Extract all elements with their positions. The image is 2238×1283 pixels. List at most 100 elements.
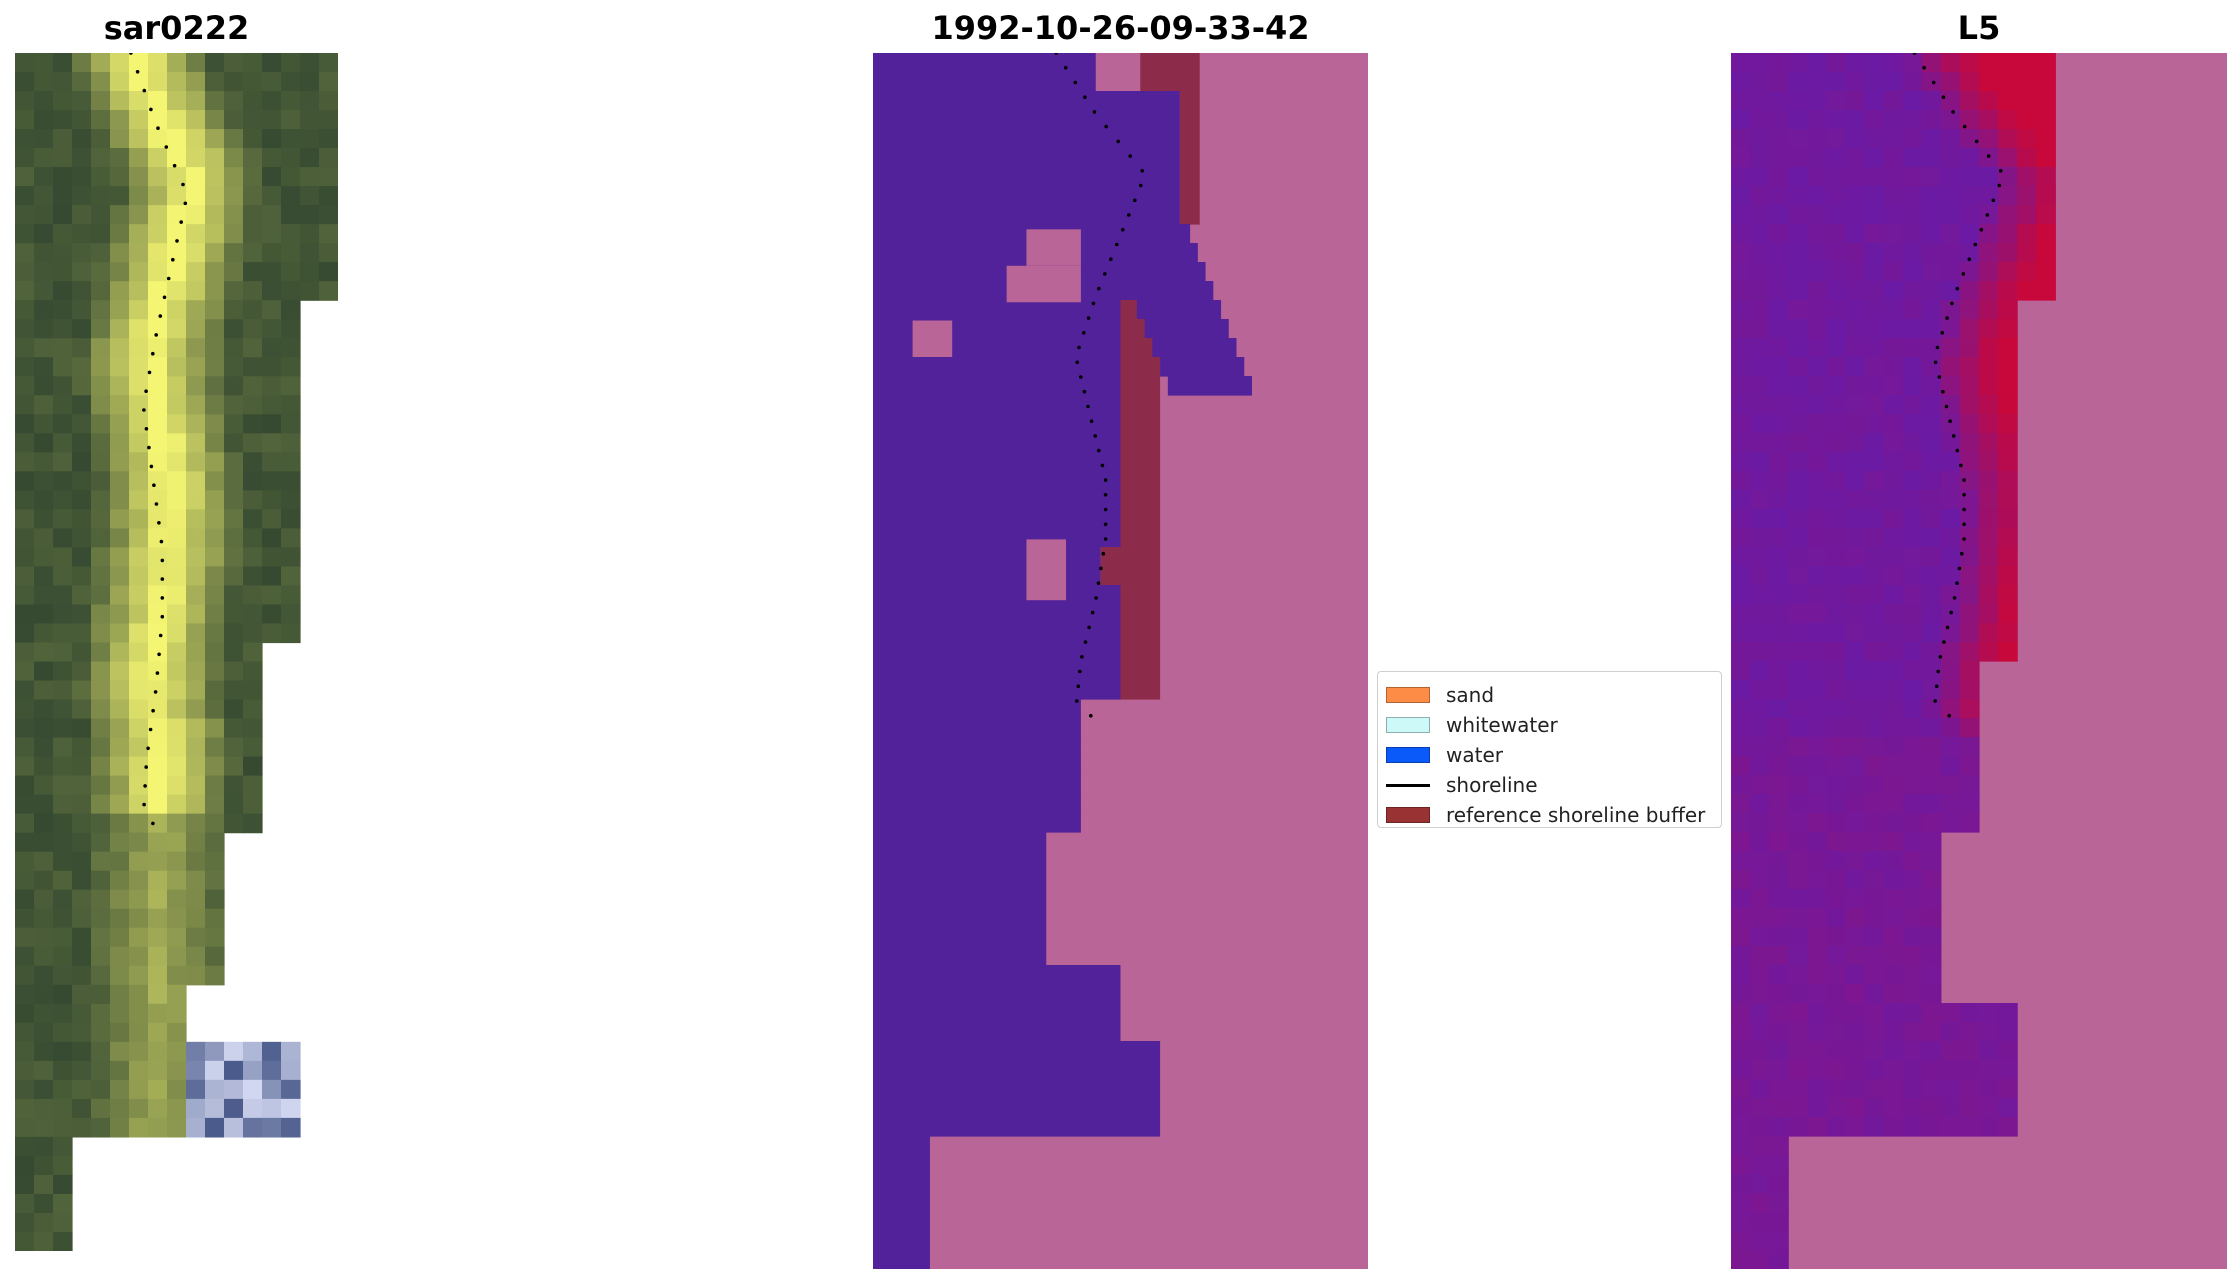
index-pixel (1959, 566, 1980, 586)
index-pixel (1807, 1022, 1827, 1042)
index-pixel (1845, 775, 1866, 795)
shoreline-point (156, 126, 160, 130)
shoreline-point (1959, 463, 1963, 468)
image-pixel (53, 851, 73, 872)
image-pixel (91, 281, 111, 301)
image-pixel (53, 794, 73, 815)
image-pixel (205, 53, 225, 73)
index-pixel (1902, 813, 1923, 833)
index-pixel (1902, 927, 1923, 947)
image-pixel (129, 927, 149, 948)
shoreline-point (1082, 331, 1086, 335)
classification-map-panel (873, 53, 1368, 1269)
index-pixel (1959, 91, 1980, 111)
image-pixel (148, 737, 168, 758)
image-pixel (34, 794, 54, 815)
image-pixel (34, 680, 54, 701)
index-pixel (1807, 1003, 1827, 1023)
image-pixel (72, 281, 92, 301)
shoreline-point (1986, 154, 1991, 158)
index-pixel (1921, 623, 1942, 643)
index-pixel (1864, 148, 1885, 168)
image-pixel (53, 604, 73, 625)
image-pixel (224, 243, 244, 263)
image-pixel (186, 395, 206, 415)
index-pixel (1902, 984, 1923, 1004)
index-pixel (1731, 832, 1751, 852)
index-pixel (1731, 1155, 1751, 1175)
index-pixel (1731, 1174, 1751, 1194)
image-pixel (167, 737, 187, 758)
land-class-patch (1026, 539, 1067, 601)
index-pixel (1845, 851, 1866, 871)
image-pixel (34, 908, 54, 929)
image-pixel (186, 490, 206, 510)
image-pixel (110, 433, 130, 453)
index-pixel (1750, 471, 1770, 491)
index-pixel (1902, 889, 1923, 909)
index-pixel (1845, 490, 1866, 510)
index-pixel (1921, 452, 1942, 472)
image-pixel (129, 870, 149, 891)
image-pixel (110, 1098, 130, 1119)
index-pixel (1883, 452, 1904, 472)
index-pixel (1807, 851, 1827, 871)
shoreline-point (129, 53, 133, 55)
image-pixel (167, 984, 187, 1005)
index-pixel (1769, 984, 1789, 1004)
index-pixel (1883, 167, 1904, 187)
image-pixel (186, 528, 206, 549)
legend-line-shoreline (1386, 783, 1430, 787)
index-pixel (1731, 908, 1751, 928)
index-pixel (1731, 376, 1751, 396)
image-pixel (129, 338, 149, 358)
image-pixel (34, 243, 54, 263)
image-pixel (110, 414, 130, 434)
index-pixel (1750, 1250, 1770, 1269)
image-pixel (34, 262, 54, 282)
image-pixel (243, 376, 263, 396)
image-pixel (34, 1136, 54, 1157)
image-pixel (224, 604, 244, 625)
buffer-row (1120, 623, 1161, 643)
index-pixel (1979, 1022, 1999, 1042)
index-pixel (1902, 186, 1923, 206)
image-pixel (72, 167, 92, 187)
water-class-row (1121, 262, 1206, 282)
index-pixel (1769, 281, 1789, 301)
image-pixel (281, 509, 301, 529)
water-class-row (873, 1117, 1161, 1137)
image-pixel (53, 528, 73, 549)
index-pixel (1731, 718, 1751, 738)
index-pixel (1902, 946, 1923, 966)
index-pixel (1959, 186, 1980, 206)
index-pixel (1750, 224, 1770, 244)
shoreline-point (158, 633, 163, 638)
index-pixel (1883, 110, 1904, 130)
index-pixel (1902, 376, 1923, 396)
index-pixel (1921, 205, 1942, 225)
shoreline-point (146, 746, 150, 751)
image-pixel (15, 737, 35, 758)
land-class-patch (912, 320, 953, 357)
image-pixel (281, 433, 301, 453)
image-pixel (186, 832, 206, 853)
image-pixel (224, 167, 244, 187)
water-class-row (1113, 243, 1198, 263)
index-pixel (1959, 794, 1980, 814)
index-pixel (1979, 1003, 1999, 1023)
image-pixel (129, 775, 149, 796)
index-pixel (1807, 642, 1827, 662)
image-pixel (53, 1022, 73, 1043)
index-pixel (1940, 642, 1961, 662)
index-pixel (1788, 699, 1808, 719)
image-pixel (110, 661, 130, 682)
index-pixel (1731, 110, 1751, 130)
image-pixel (148, 300, 168, 320)
image-pixel (91, 1079, 111, 1100)
image-pixel (53, 1003, 73, 1024)
image-pixel (205, 72, 225, 92)
image-pixel (205, 604, 225, 625)
index-pixel (1940, 205, 1961, 225)
index-pixel (1902, 300, 1923, 320)
